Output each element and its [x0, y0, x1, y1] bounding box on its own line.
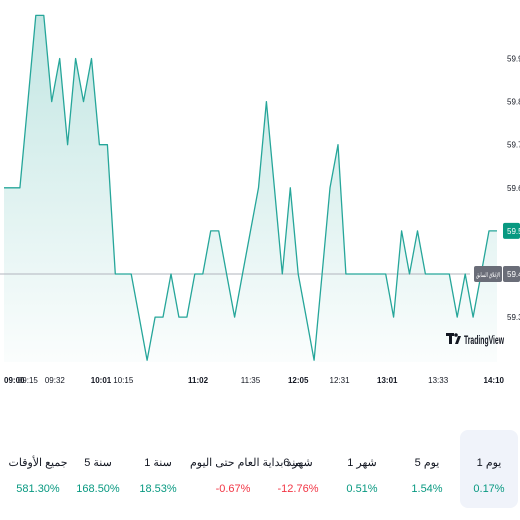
y-tick-label: 59.8: [507, 98, 520, 107]
last-price-label: 59.5: [507, 227, 520, 236]
period-tab[interactable]: جميع الأوقات 581.30%: [5, 430, 71, 508]
x-tick-label: 11:02: [188, 376, 209, 385]
price-badges: 59.5 الإغلاق السابق 59.4: [474, 222, 520, 282]
y-tick-label: 59.7: [507, 141, 520, 150]
period-change-value: 168.50%: [76, 483, 120, 495]
x-tick-label: 10:01: [91, 376, 112, 385]
price-line: [4, 14, 497, 361]
period-change-value: 0.51%: [346, 483, 378, 495]
tradingview-logo-icon: [446, 333, 461, 344]
y-tick-label: 59.9: [507, 55, 520, 64]
period-change-value: 0.17%: [473, 483, 505, 495]
last-price-badge: [503, 222, 520, 239]
period-tab[interactable]: 1 سنة 18.53%: [131, 430, 185, 508]
tradingview-logo-text: TradingView: [464, 333, 504, 347]
prev-close-label: الإغلاق السابق: [476, 271, 500, 279]
series-line: [4, 14, 497, 361]
area-fill: [4, 15, 497, 363]
x-tick-label: 12:31: [330, 376, 351, 385]
period-label: 1 سنة: [144, 457, 172, 469]
period-label: جميع الأوقات: [8, 457, 68, 469]
x-tick-label: 13:33: [428, 376, 449, 385]
x-tick-label: 10:15: [113, 376, 134, 385]
y-axis: 59.9 59.8 59.7 59.6 59.3: [507, 55, 520, 323]
tradingview-logo[interactable]: TradingView: [446, 333, 504, 347]
x-tick-label: 09:00: [4, 376, 25, 385]
x-tick-label: 09:32: [45, 376, 66, 385]
period-label: 5 يوم: [414, 457, 440, 469]
y-tick-label: 59.6: [507, 184, 520, 193]
period-change-value: 18.53%: [139, 483, 177, 495]
period-tab[interactable]: 1 شهر 0.51%: [335, 430, 389, 508]
period-tab[interactable]: 1 يوم 0.17%: [460, 430, 518, 508]
period-label: 1 شهر: [347, 457, 377, 469]
prev-close-badge: [474, 266, 502, 282]
period-label: 5 سنة: [84, 457, 112, 469]
period-tab[interactable]: 6 شهر -12.76%: [271, 430, 325, 508]
prev-close-value-label: 59.4: [507, 270, 520, 279]
x-tick-label: 13:01: [377, 376, 398, 385]
x-tick-label: 11:35: [241, 376, 261, 385]
x-tick-label: 12:05: [288, 376, 309, 385]
period-tab[interactable]: 5 يوم 1.54%: [400, 430, 454, 508]
x-tick-label: 14:10: [484, 376, 505, 385]
price-area: [4, 15, 497, 363]
period-change-value: 581.30%: [16, 483, 60, 495]
period-tab[interactable]: 5 سنة 168.50%: [71, 430, 125, 508]
period-label: 1 يوم: [476, 457, 502, 469]
period-change-value: -12.76%: [277, 483, 319, 495]
period-change-value: -0.67%: [215, 483, 251, 495]
period-label: منذ بداية العام حتى اليوم: [190, 457, 302, 469]
period-change-value: 1.54%: [411, 483, 443, 495]
prev-close-value-badge: [503, 266, 520, 282]
x-tick-label: 09:15: [18, 376, 39, 385]
y-tick-label: 59.3: [507, 313, 520, 322]
period-label: 6 شهر: [283, 457, 313, 469]
period-tab[interactable]: منذ بداية العام حتى اليوم -0.67%: [190, 430, 302, 508]
